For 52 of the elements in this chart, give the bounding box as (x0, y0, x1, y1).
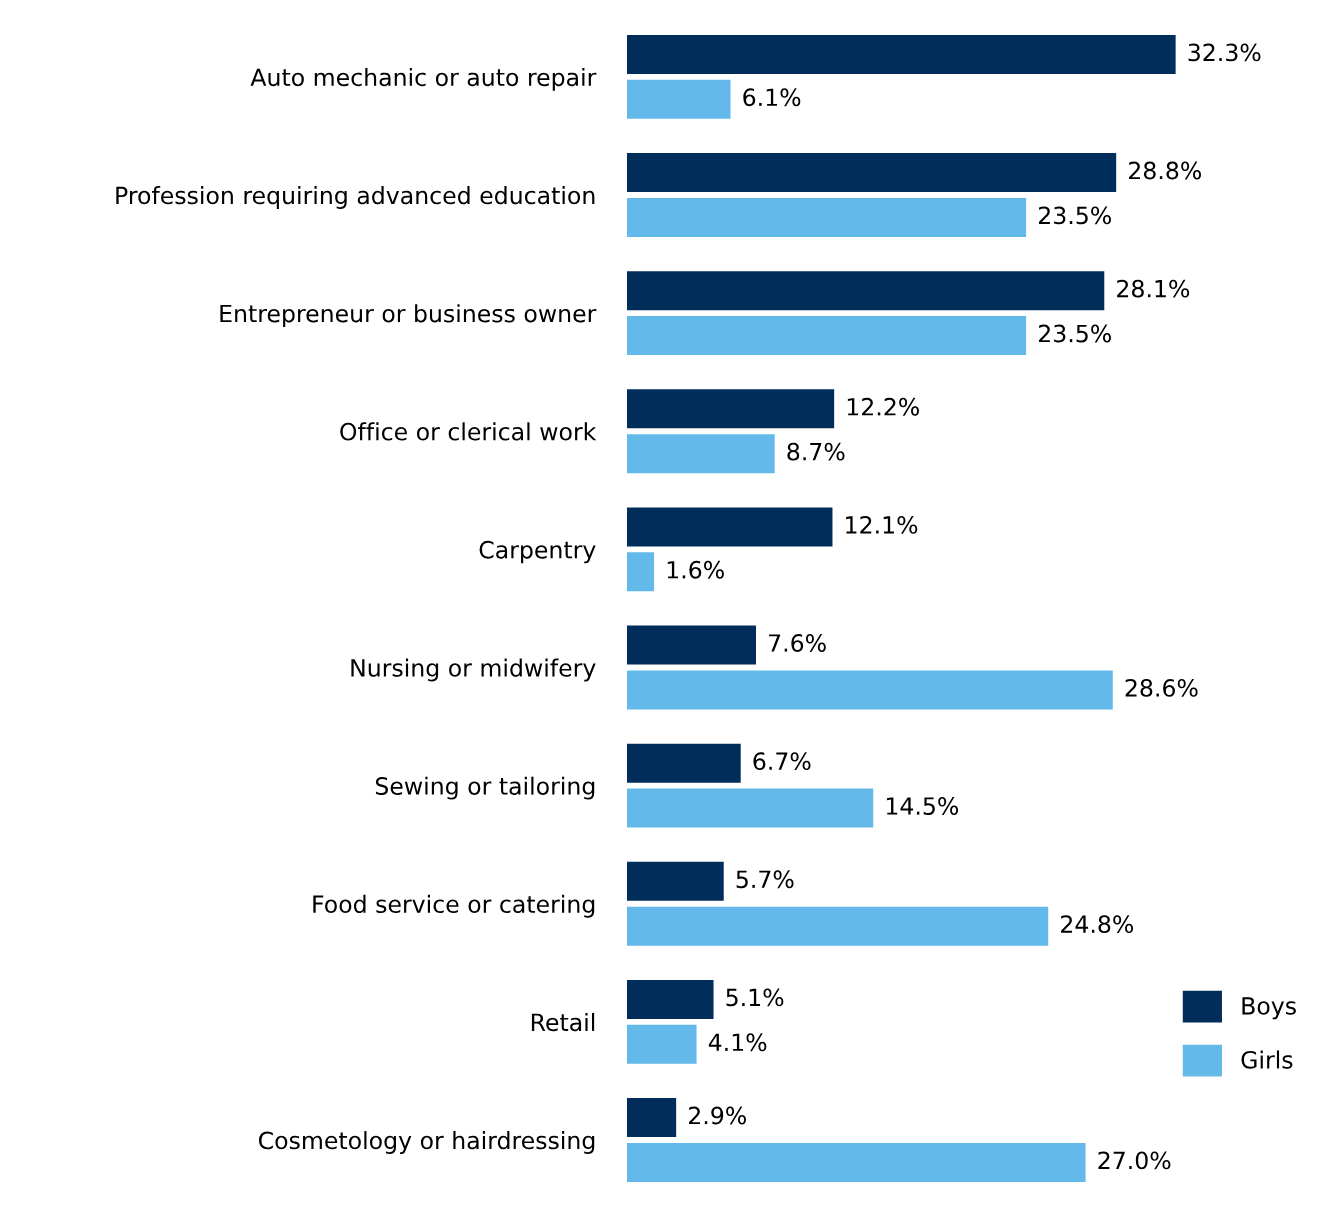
legend-label: Boys (1242, 997, 1296, 1020)
bar (626, 1142, 1086, 1182)
bar (626, 743, 741, 783)
bar (626, 861, 724, 901)
data-label: 32.3% (1188, 43, 1261, 62)
y-tick-label: Auto mechanic or auto repair (250, 67, 597, 91)
data-label: 6.7% (753, 752, 811, 771)
y-tick-label: Carpentry (479, 540, 596, 564)
y-tick-label: Sewing or tailoring (375, 776, 595, 800)
bar (626, 389, 835, 429)
bar (626, 670, 1113, 710)
data-label: 4.1% (708, 1033, 767, 1052)
y-tick-label: Nursing or midwifery (351, 658, 596, 682)
y-tick-label: Entrepreneur or business owner (220, 304, 597, 328)
bar (626, 979, 714, 1019)
data-label: 12.2% (847, 397, 919, 416)
data-label: 1.6% (667, 560, 724, 579)
bar (626, 507, 833, 547)
data-label: 27.0% (1098, 1151, 1171, 1170)
bar (626, 316, 1027, 356)
data-label: 8.7% (787, 442, 845, 461)
bar (626, 34, 1176, 74)
data-label: 28.6% (1125, 678, 1198, 697)
y-tick-label: Food service or catering (313, 894, 595, 918)
y-tick-label: Office or clerical work (340, 422, 597, 441)
bar (626, 906, 1049, 946)
bar (626, 197, 1027, 237)
data-label: 23.5% (1038, 206, 1111, 225)
bar (626, 271, 1105, 311)
data-label: 7.6% (769, 634, 826, 652)
y-tick-label: Profession requiring advanced education (116, 186, 595, 209)
data-label: 28.1% (1117, 279, 1190, 298)
data-label: 2.9% (689, 1106, 746, 1125)
data-label: 14.5% (886, 797, 959, 815)
bar (626, 1024, 697, 1064)
bar (626, 79, 731, 119)
data-label: 12.1% (846, 515, 918, 534)
data-label: 6.1% (743, 88, 801, 107)
bar (626, 153, 1117, 193)
bar (626, 434, 775, 474)
bar (626, 788, 874, 828)
data-label: 5.7% (736, 870, 794, 889)
y-tick-label: Cosmetology or hairdressing (258, 1131, 595, 1154)
y-tick-label: Retail (531, 1012, 595, 1032)
bar (626, 625, 757, 665)
legend-label: Girls (1241, 1050, 1293, 1069)
data-label: 24.8% (1061, 915, 1134, 934)
data-label: 5.1% (726, 988, 784, 1007)
data-label: 23.5% (1038, 324, 1111, 343)
data-label: 28.8% (1129, 161, 1201, 180)
bar (626, 1098, 677, 1138)
bar (626, 552, 655, 592)
